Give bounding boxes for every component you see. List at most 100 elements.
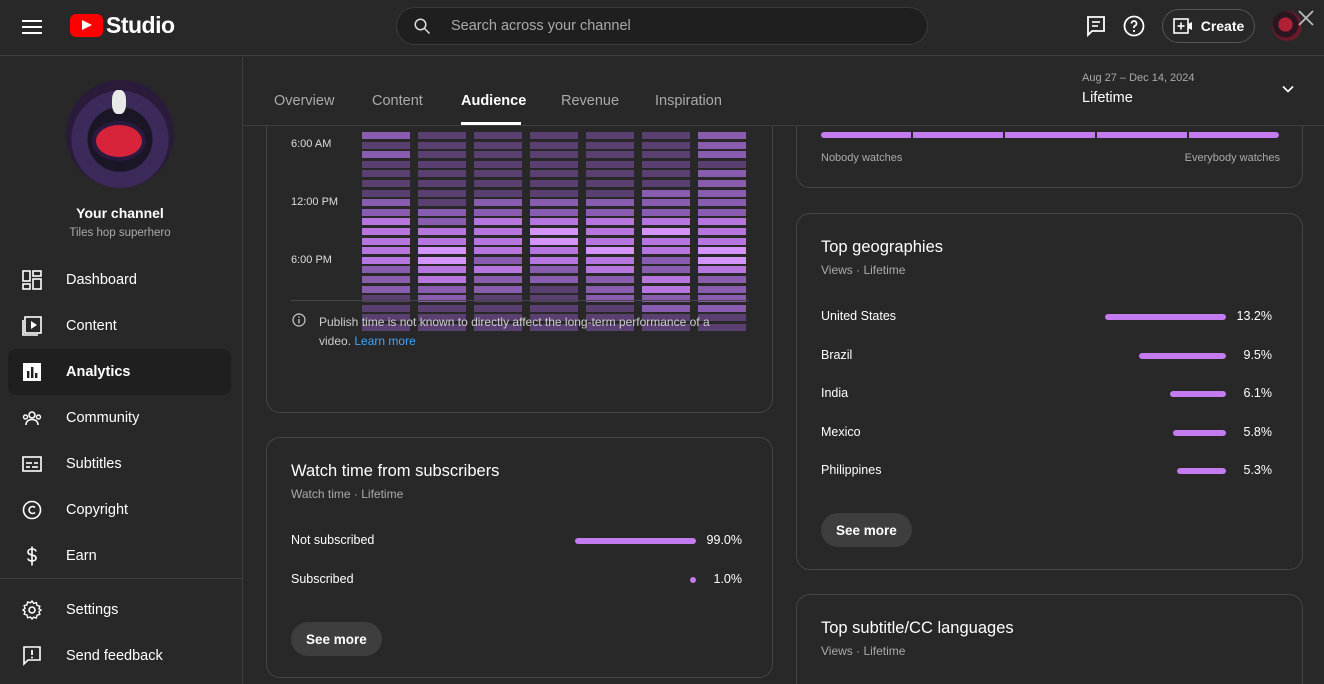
heatmap-cell[interactable] [362,151,410,159]
heatmap-cell[interactable] [418,285,466,293]
heatmap-cell[interactable] [586,160,634,168]
sidebar-item-earn[interactable]: Earn [8,533,231,579]
sidebar-item-send-feedback[interactable]: Send feedback [8,633,231,679]
heatmap-cell[interactable] [586,295,634,303]
tab-audience[interactable]: Audience [461,93,527,109]
heatmap-cell[interactable] [642,189,690,197]
heatmap-cell[interactable] [362,324,410,331]
heatmap-cell[interactable] [362,314,410,322]
heatmap-cell[interactable] [530,266,578,274]
heatmap-cell[interactable] [418,237,466,245]
heatmap-cell[interactable] [530,160,578,168]
heatmap-cell[interactable] [586,247,634,255]
heatmap-cell[interactable] [698,151,746,159]
heatmap-cell[interactable] [586,218,634,226]
heatmap-cell[interactable] [642,285,690,293]
heatmap-cell[interactable] [362,160,410,168]
heatmap-cell[interactable] [642,304,690,312]
create-button[interactable]: Create [1162,9,1255,43]
heatmap-cell[interactable] [362,295,410,303]
heatmap-cell[interactable] [586,256,634,264]
heatmap-cell[interactable] [698,189,746,197]
heatmap-cell[interactable] [586,180,634,187]
heatmap-cell[interactable] [586,151,634,159]
heatmap-cell[interactable] [474,208,522,216]
heatmap-cell[interactable] [418,228,466,235]
heatmap-cell[interactable] [586,170,634,178]
heatmap-cell[interactable] [530,180,578,187]
heatmap-cell[interactable] [698,314,746,322]
heatmap-cell[interactable] [530,208,578,216]
heatmap-cell[interactable] [698,141,746,149]
heatmap-cell[interactable] [642,276,690,283]
heatmap-cell[interactable] [418,314,466,322]
heatmap-cell[interactable] [474,151,522,159]
sidebar-item-subtitles[interactable]: Subtitles [8,441,231,487]
heatmap-cell[interactable] [586,285,634,293]
heatmap-cell[interactable] [530,189,578,197]
tab-inspiration[interactable]: Inspiration [655,93,722,109]
heatmap-cell[interactable] [530,295,578,303]
sidebar-item-community[interactable]: Community [8,395,231,441]
sidebar-item-settings[interactable]: Settings [8,587,231,633]
heatmap-cell[interactable] [642,228,690,235]
heatmap-cell[interactable] [586,208,634,216]
heatmap-cell[interactable] [418,141,466,149]
heatmap-cell[interactable] [362,237,410,245]
heatmap-cell[interactable] [530,304,578,312]
heatmap-cell[interactable] [698,295,746,303]
heatmap-cell[interactable] [362,180,410,187]
heatmap-cell[interactable] [474,180,522,187]
tab-content[interactable]: Content [372,93,423,109]
heatmap-cell[interactable] [362,276,410,283]
heatmap-cell[interactable] [698,199,746,207]
heatmap-cell[interactable] [642,266,690,274]
heatmap-cell[interactable] [642,324,690,331]
search-bar[interactable] [396,7,928,45]
heatmap-cell[interactable] [642,160,690,168]
heatmap-cell[interactable] [474,160,522,168]
heatmap-cell[interactable] [474,247,522,255]
heatmap-cell[interactable] [418,151,466,159]
heatmap-cell[interactable] [362,132,410,139]
see-more-button[interactable]: See more [821,513,912,547]
heatmap-cell[interactable] [698,218,746,226]
heatmap-cell[interactable] [586,266,634,274]
heatmap-cell[interactable] [530,170,578,178]
heatmap-cell[interactable] [530,228,578,235]
heatmap-cell[interactable] [530,151,578,159]
heatmap-cell[interactable] [418,266,466,274]
heatmap-cell[interactable] [530,247,578,255]
heatmap-cell[interactable] [642,141,690,149]
account-avatar[interactable] [1272,11,1302,41]
heatmap-cell[interactable] [530,132,578,139]
tab-overview[interactable]: Overview [274,93,335,109]
heatmap-cell[interactable] [586,132,634,139]
heatmap-cell[interactable] [698,266,746,274]
heatmap-cell[interactable] [586,237,634,245]
sidebar-item-content[interactable]: Content [8,303,231,349]
heatmap-cell[interactable] [698,208,746,216]
heatmap-cell[interactable] [474,324,522,331]
studio-logo[interactable]: Studio [70,12,175,39]
sidebar-item-analytics[interactable]: Analytics [8,349,231,395]
heatmap-cell[interactable] [474,189,522,197]
heatmap-cell[interactable] [474,199,522,207]
heatmap-cell[interactable] [642,151,690,159]
heatmap-cell[interactable] [418,218,466,226]
heatmap-cell[interactable] [586,228,634,235]
heatmap-cell[interactable] [362,170,410,178]
sidebar-item-copyright[interactable]: Copyright [8,487,231,533]
heatmap-cell[interactable] [698,170,746,178]
heatmap-cell[interactable] [642,218,690,226]
heatmap-cell[interactable] [474,256,522,264]
heatmap-cell[interactable] [474,132,522,139]
heatmap-cell[interactable] [698,324,746,331]
heatmap-cell[interactable] [362,189,410,197]
heatmap-cell[interactable] [530,276,578,283]
heatmap-cell[interactable] [530,324,578,331]
heatmap-cell[interactable] [530,285,578,293]
heatmap-cell[interactable] [418,295,466,303]
heatmap-cell[interactable] [530,314,578,322]
heatmap-cell[interactable] [642,256,690,264]
